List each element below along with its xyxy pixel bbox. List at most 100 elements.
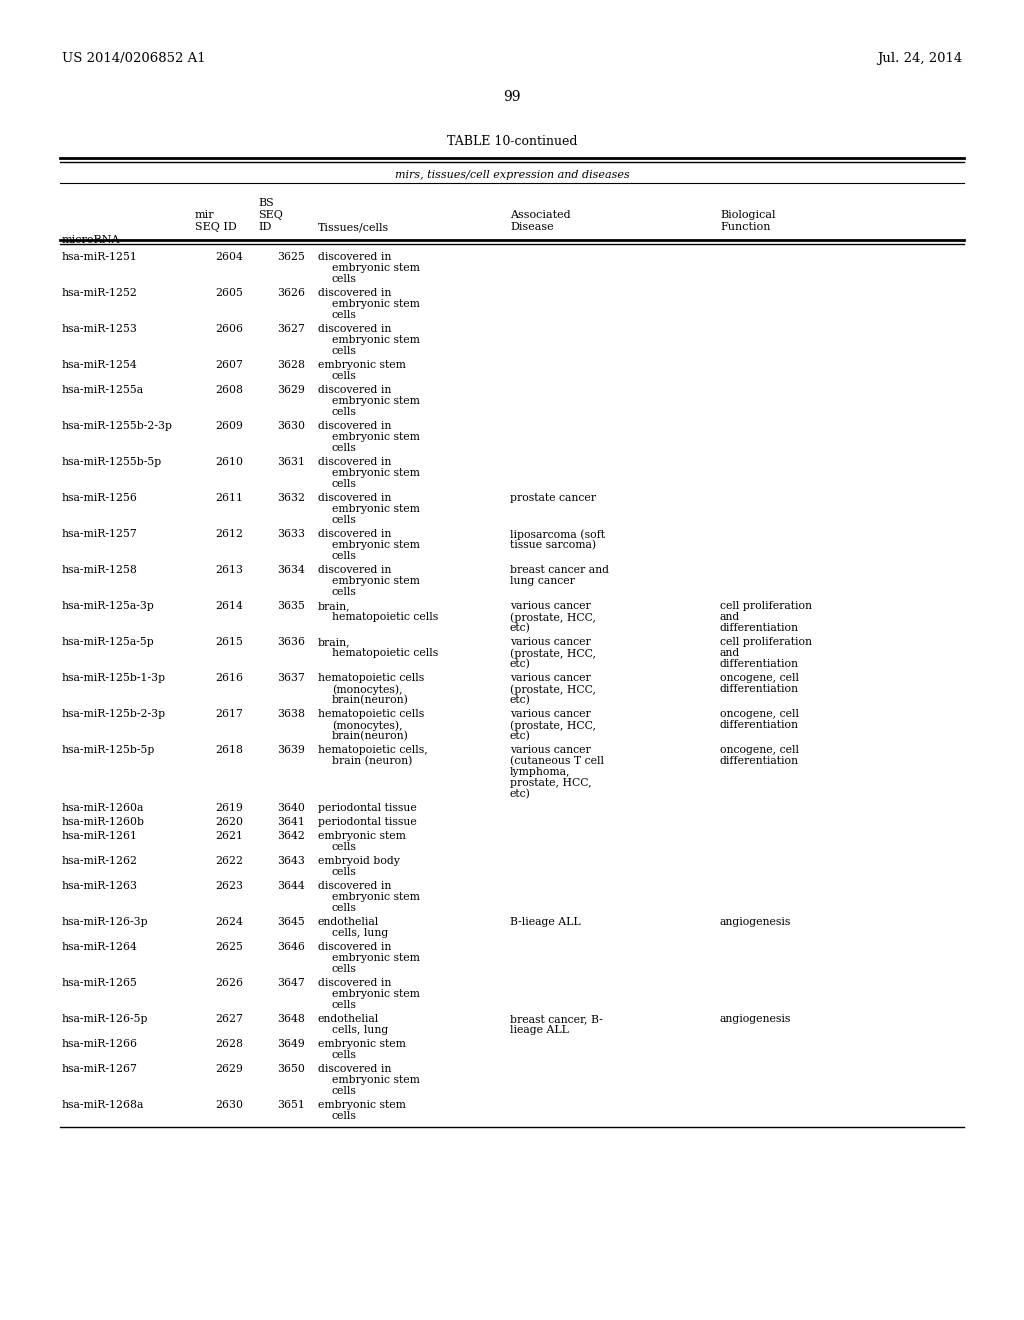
Text: embryonic stem: embryonic stem [318,1100,406,1110]
Text: oncogene, cell: oncogene, cell [720,744,799,755]
Text: discovered in: discovered in [318,978,391,987]
Text: 3639: 3639 [278,744,305,755]
Text: 3650: 3650 [278,1064,305,1074]
Text: brain,: brain, [318,601,350,611]
Text: 3641: 3641 [278,817,305,828]
Text: cells: cells [332,444,357,453]
Text: hsa-miR-1266: hsa-miR-1266 [62,1039,138,1049]
Text: ID: ID [258,222,271,232]
Text: embryonic stem: embryonic stem [318,1039,406,1049]
Text: lung cancer: lung cancer [510,576,574,586]
Text: (prostate, HCC,: (prostate, HCC, [510,719,596,730]
Text: TABLE 10-continued: TABLE 10-continued [446,135,578,148]
Text: etc): etc) [510,623,530,634]
Text: breast cancer and: breast cancer and [510,565,609,576]
Text: 2617: 2617 [215,709,243,719]
Text: (prostate, HCC,: (prostate, HCC, [510,612,596,623]
Text: 3644: 3644 [278,880,305,891]
Text: hsa-miR-1251: hsa-miR-1251 [62,252,138,261]
Text: cells: cells [332,1001,357,1010]
Text: 3647: 3647 [278,978,305,987]
Text: BS: BS [258,198,273,209]
Text: etc): etc) [510,696,530,705]
Text: cells: cells [332,1086,357,1096]
Text: hsa-miR-1264: hsa-miR-1264 [62,942,138,952]
Text: cells, lung: cells, lung [332,928,388,939]
Text: 2606: 2606 [215,323,243,334]
Text: discovered in: discovered in [318,529,391,539]
Text: 3642: 3642 [278,832,305,841]
Text: and: and [720,612,740,622]
Text: 3640: 3640 [278,803,305,813]
Text: brain,: brain, [318,638,350,647]
Text: (monocytes),: (monocytes), [332,684,402,694]
Text: hsa-miR-1260a: hsa-miR-1260a [62,803,144,813]
Text: 2610: 2610 [215,457,243,467]
Text: 3638: 3638 [278,709,305,719]
Text: 2614: 2614 [215,601,243,611]
Text: 2630: 2630 [215,1100,243,1110]
Text: 3631: 3631 [278,457,305,467]
Text: embryonic stem: embryonic stem [332,576,420,586]
Text: cells: cells [332,310,357,319]
Text: hsa-miR-1261: hsa-miR-1261 [62,832,138,841]
Text: brain(neuron): brain(neuron) [332,731,409,742]
Text: Associated: Associated [510,210,570,220]
Text: 3630: 3630 [278,421,305,432]
Text: 3636: 3636 [278,638,305,647]
Text: 2618: 2618 [215,744,243,755]
Text: cells: cells [332,550,357,561]
Text: 3632: 3632 [278,492,305,503]
Text: cells: cells [332,903,357,913]
Text: discovered in: discovered in [318,880,391,891]
Text: etc): etc) [510,659,530,669]
Text: 3643: 3643 [278,855,305,866]
Text: 2621: 2621 [215,832,243,841]
Text: embryonic stem: embryonic stem [332,396,420,407]
Text: etc): etc) [510,789,530,800]
Text: 3637: 3637 [278,673,305,682]
Text: tissue sarcoma): tissue sarcoma) [510,540,596,550]
Text: prostate cancer: prostate cancer [510,492,596,503]
Text: 3625: 3625 [278,252,305,261]
Text: brain (neuron): brain (neuron) [332,756,413,767]
Text: differentiation: differentiation [720,659,799,669]
Text: Disease: Disease [510,222,554,232]
Text: hsa-miR-1253: hsa-miR-1253 [62,323,138,334]
Text: B-lieage ALL: B-lieage ALL [510,917,581,927]
Text: embryoid body: embryoid body [318,855,400,866]
Text: 3628: 3628 [278,360,305,370]
Text: 2627: 2627 [215,1014,243,1024]
Text: embryonic stem: embryonic stem [332,504,420,513]
Text: various cancer: various cancer [510,709,591,719]
Text: 2623: 2623 [215,880,243,891]
Text: cell proliferation: cell proliferation [720,601,812,611]
Text: 2616: 2616 [215,673,243,682]
Text: breast cancer, B-: breast cancer, B- [510,1014,603,1024]
Text: differentiation: differentiation [720,623,799,634]
Text: discovered in: discovered in [318,942,391,952]
Text: (prostate, HCC,: (prostate, HCC, [510,684,596,694]
Text: differentiation: differentiation [720,756,799,766]
Text: hsa-miR-125b-1-3p: hsa-miR-125b-1-3p [62,673,166,682]
Text: hsa-miR-125b-2-3p: hsa-miR-125b-2-3p [62,709,166,719]
Text: discovered in: discovered in [318,252,391,261]
Text: 3649: 3649 [278,1039,305,1049]
Text: cells: cells [332,867,357,876]
Text: cells: cells [332,842,357,851]
Text: cells: cells [332,964,357,974]
Text: cell proliferation: cell proliferation [720,638,812,647]
Text: hsa-miR-1268a: hsa-miR-1268a [62,1100,144,1110]
Text: differentiation: differentiation [720,719,799,730]
Text: 3634: 3634 [278,565,305,576]
Text: cells: cells [332,371,357,381]
Text: hsa-miR-125a-3p: hsa-miR-125a-3p [62,601,155,611]
Text: 2620: 2620 [215,817,243,828]
Text: 3627: 3627 [278,323,305,334]
Text: and: and [720,648,740,657]
Text: endothelial: endothelial [318,1014,379,1024]
Text: differentiation: differentiation [720,684,799,694]
Text: 3629: 3629 [278,385,305,395]
Text: 2622: 2622 [215,855,243,866]
Text: hsa-miR-1263: hsa-miR-1263 [62,880,138,891]
